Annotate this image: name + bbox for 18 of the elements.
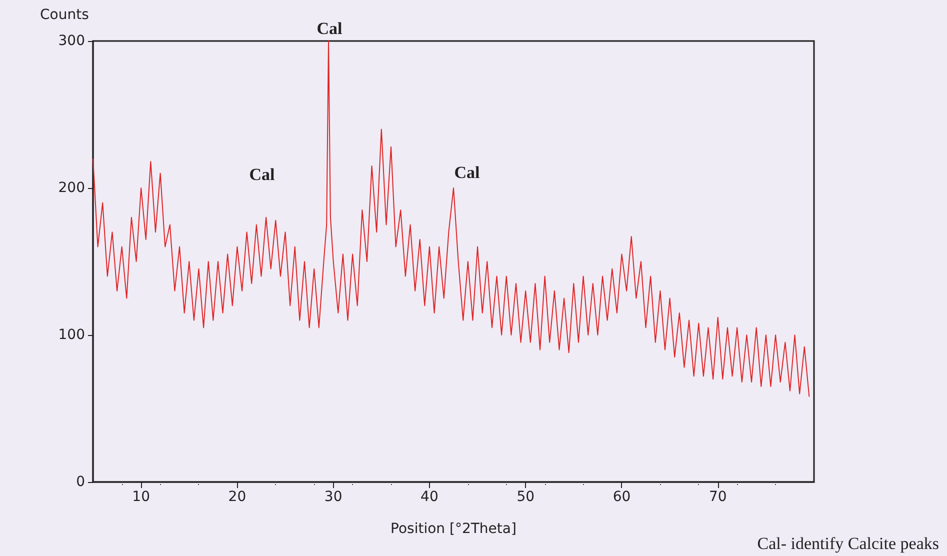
x-tick-label: 50 (516, 489, 535, 505)
x-tick-label: 20 (228, 489, 246, 505)
line-series (92, 40, 810, 398)
annotation: Cal (454, 163, 480, 182)
x-tick-label: 40 (420, 489, 438, 505)
annotation: Cal (316, 19, 343, 38)
text: Cal- identify Calcite peaks (757, 534, 940, 553)
x-tick-label: 70 (708, 489, 727, 505)
y-tick-label: 100 (58, 327, 85, 343)
y-tick-label: 0 (76, 474, 85, 490)
x-tick-label: 30 (324, 489, 342, 505)
annotation: Cal (249, 165, 276, 184)
y-axis-title: Counts (40, 7, 89, 23)
x-tick-label: 10 (132, 489, 150, 505)
y-tick-label: 300 (58, 33, 85, 49)
y-tick-label: 200 (58, 180, 85, 196)
x-axis-title: Position [°2Theta] (390, 521, 516, 537)
x-tick-label: 60 (612, 489, 631, 505)
